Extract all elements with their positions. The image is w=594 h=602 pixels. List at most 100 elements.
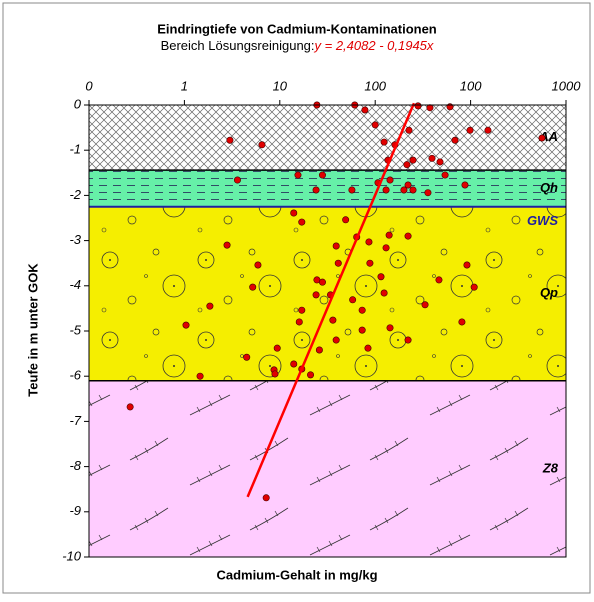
- point: [366, 259, 374, 267]
- point: [400, 186, 408, 194]
- point: [182, 321, 190, 329]
- point: [404, 232, 412, 240]
- point: [365, 238, 373, 246]
- point: [404, 336, 412, 344]
- layer-label: Z8: [542, 460, 559, 475]
- y-tick-label: -7: [69, 413, 81, 428]
- point: [312, 291, 320, 299]
- gws-label: GWS: [527, 213, 558, 228]
- point: [349, 296, 357, 304]
- point: [223, 241, 231, 249]
- point: [385, 231, 393, 239]
- point: [358, 306, 366, 314]
- x-tick-label: 100: [460, 78, 482, 93]
- point: [386, 324, 394, 332]
- frame: [2, 2, 591, 594]
- subtitle: Bereich Lösungsreinigung:: [161, 38, 315, 53]
- point: [273, 344, 281, 352]
- point: [382, 186, 390, 194]
- point: [290, 360, 298, 368]
- point: [538, 134, 546, 142]
- point: [290, 209, 298, 217]
- point: [436, 158, 444, 166]
- y-tick-label: -4: [69, 277, 81, 292]
- point: [332, 336, 340, 344]
- point: [258, 141, 266, 149]
- layer-label: Qh: [540, 180, 558, 195]
- point: [318, 171, 326, 179]
- point: [377, 273, 385, 281]
- equation: y = 2,4082 - 0,1945x: [314, 38, 434, 53]
- point: [206, 302, 214, 310]
- point: [271, 370, 279, 378]
- point: [382, 244, 390, 252]
- x-tick-label: 10: [273, 78, 288, 93]
- x-tick-label: 0: [85, 78, 93, 93]
- point: [226, 136, 234, 144]
- point: [329, 316, 337, 324]
- point: [312, 186, 320, 194]
- point: [424, 189, 432, 197]
- y-tick-label: -9: [69, 503, 81, 518]
- point: [458, 318, 466, 326]
- point: [334, 259, 342, 267]
- point: [315, 346, 323, 354]
- y-tick-label: -1: [69, 142, 81, 157]
- point: [428, 154, 436, 162]
- point: [414, 102, 422, 110]
- point: [307, 371, 315, 379]
- point: [262, 494, 270, 502]
- point: [364, 344, 372, 352]
- y-tick-label: -6: [69, 368, 81, 383]
- y-tick-label: -3: [69, 232, 81, 247]
- point: [371, 121, 379, 129]
- point: [298, 306, 306, 314]
- point: [249, 283, 257, 291]
- point: [358, 326, 366, 334]
- layer-pattern: [89, 105, 566, 171]
- y-tick-label: -2: [69, 187, 81, 202]
- point: [361, 106, 369, 114]
- layer-pattern: [89, 380, 566, 557]
- plot-border: [88, 104, 567, 558]
- point: [441, 171, 449, 179]
- y-tick-label: -8: [69, 458, 81, 473]
- point: [243, 353, 251, 361]
- point: [233, 176, 241, 184]
- point: [409, 186, 417, 194]
- point: [461, 181, 469, 189]
- x-tick-label: 100: [364, 78, 386, 93]
- point: [342, 216, 350, 224]
- point: [254, 261, 262, 269]
- point: [298, 218, 306, 226]
- point: [435, 276, 443, 284]
- point: [451, 136, 459, 144]
- point: [295, 318, 303, 326]
- point: [405, 126, 413, 134]
- x-tick-label: 1: [181, 78, 188, 93]
- point: [404, 181, 412, 189]
- point: [126, 403, 134, 411]
- point: [403, 161, 411, 169]
- point: [386, 176, 394, 184]
- point: [294, 171, 302, 179]
- point: [196, 372, 204, 380]
- point: [466, 126, 474, 134]
- point: [470, 283, 478, 291]
- x-tick-label: 1000: [552, 78, 582, 93]
- x-axis-label: Cadmium-Gehalt in mg/kg: [216, 567, 377, 582]
- y-tick-label: -5: [69, 322, 81, 337]
- point: [421, 301, 429, 309]
- point: [409, 156, 417, 164]
- chart-subtitle: Bereich Lösungsreinigung:y = 2,4082 - 0,…: [161, 38, 434, 53]
- chart-title: Eindringtiefe von Cadmium-Kontaminatione…: [157, 21, 437, 36]
- point: [348, 186, 356, 194]
- layer-label: Qp: [540, 285, 558, 300]
- point: [318, 278, 326, 286]
- y-tick-label: -10: [62, 548, 82, 563]
- point: [380, 289, 388, 297]
- trend-line: [246, 102, 416, 498]
- point: [484, 126, 492, 134]
